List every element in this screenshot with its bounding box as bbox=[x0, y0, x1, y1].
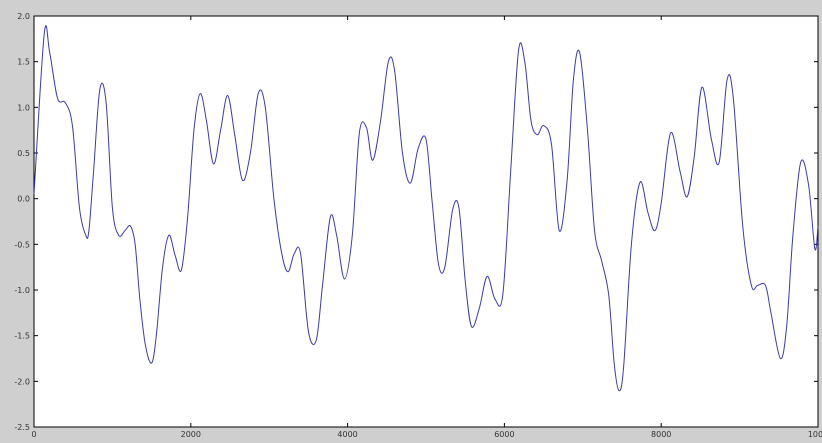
y-tick-label: -2.5 bbox=[14, 423, 30, 432]
y-tick-label: 0.5 bbox=[17, 149, 30, 158]
y-tick-label: -2.0 bbox=[14, 377, 30, 386]
y-tick-label: -1.5 bbox=[14, 332, 30, 341]
x-tick-label: 4000 bbox=[337, 430, 357, 439]
x-tick-label: 2000 bbox=[181, 430, 201, 439]
x-tick-label: 6000 bbox=[494, 430, 514, 439]
x-tick-label: 1000 bbox=[808, 430, 822, 439]
axis-ticks: 0 2000 4000 6000 8000 1000 -2.5 -2.0 -1.5 -1.0 -0.… bbox=[14, 12, 822, 439]
y-tick-label: 1.0 bbox=[17, 103, 30, 112]
y-tick-label: 1.5 bbox=[17, 58, 30, 67]
y-tick-label: 2.0 bbox=[17, 12, 30, 21]
x-tick-label: 0 bbox=[31, 430, 36, 439]
y-tick-label: -0.5 bbox=[14, 240, 30, 249]
x-tick-label: 8000 bbox=[651, 430, 671, 439]
y-tick-label: -1.0 bbox=[14, 286, 30, 295]
plot-area bbox=[33, 15, 819, 428]
y-tick-label: 0.0 bbox=[17, 195, 30, 204]
series-line bbox=[33, 25, 819, 392]
